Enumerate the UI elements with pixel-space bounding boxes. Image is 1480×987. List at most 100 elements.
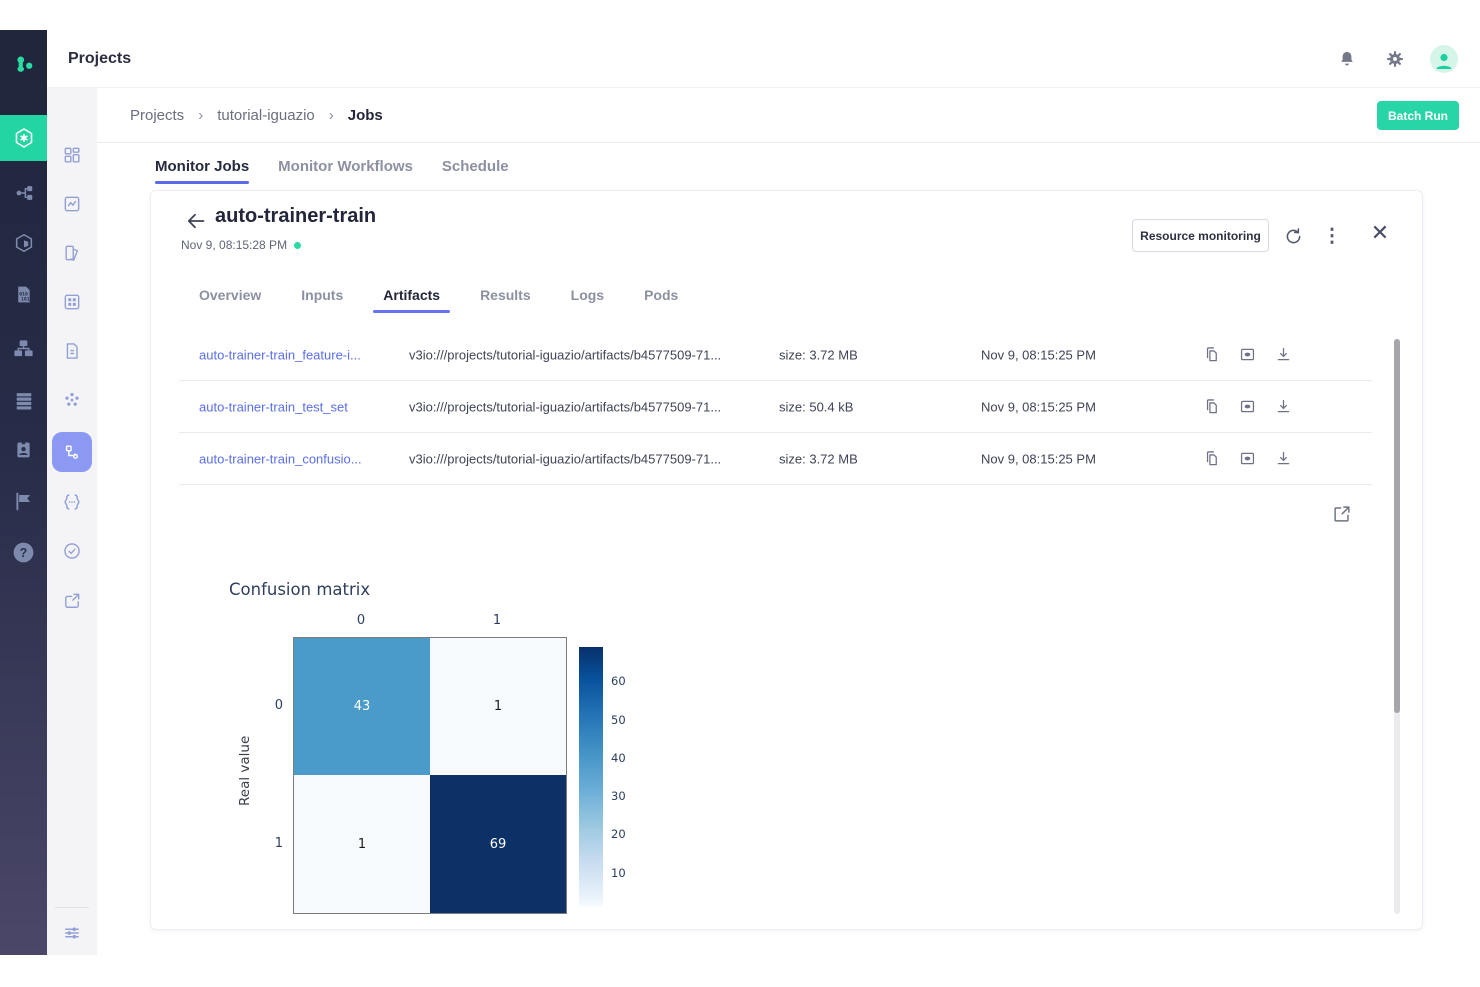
batch-run-button[interactable]: Batch Run xyxy=(1377,101,1459,130)
project-nav-ml-functions[interactable] xyxy=(52,380,92,420)
panel-scrollbar-thumb[interactable] xyxy=(1394,339,1400,713)
download-button[interactable] xyxy=(1271,447,1295,471)
y-axis-label: Real value xyxy=(237,735,253,807)
project-nav-feature-store[interactable] xyxy=(52,233,92,273)
sidebar-item-flags[interactable] xyxy=(0,478,47,524)
detail-tabs: Overview Inputs Artifacts Results Logs P… xyxy=(199,287,678,313)
preview-eye-icon xyxy=(1238,397,1257,416)
table-row: auto-trainer-train_confusio... v3io:///p… xyxy=(179,433,1372,485)
copy-icon xyxy=(1202,397,1221,416)
page-title: Projects xyxy=(68,49,132,67)
project-nav-real-time[interactable] xyxy=(52,531,92,571)
colorbar-tick: 10 xyxy=(611,866,626,880)
download-button[interactable] xyxy=(1271,343,1295,367)
sidebar-item-data[interactable]: 010 101 xyxy=(0,271,47,317)
hierarchy-icon xyxy=(13,182,35,204)
copy-path-button[interactable] xyxy=(1199,343,1223,367)
sidebar-item-servers[interactable] xyxy=(0,378,47,424)
colorbar-ticks: 60 50 40 30 20 10 xyxy=(611,647,641,907)
tab-inputs[interactable]: Inputs xyxy=(301,287,344,303)
artifacts-table: auto-trainer-train_feature-i... v3io:///… xyxy=(151,329,1424,485)
copy-path-button[interactable] xyxy=(1199,447,1223,471)
preview-eye-icon xyxy=(1238,345,1257,364)
back-button[interactable] xyxy=(184,208,210,234)
user-avatar[interactable] xyxy=(1430,44,1458,73)
sidebar-item-mlrun-active[interactable] xyxy=(0,115,47,161)
artifact-path: v3io:///projects/tutorial-iguazio/artifa… xyxy=(409,399,722,414)
artifact-path: v3io:///projects/tutorial-iguazio/artifa… xyxy=(409,347,722,362)
help-icon: ? xyxy=(11,540,36,565)
server-stack-icon xyxy=(13,390,35,412)
colorbar-tick: 20 xyxy=(611,827,626,841)
artifact-name-link[interactable]: auto-trainer-train_test_set xyxy=(199,399,348,414)
artifact-size: size: 3.72 MB xyxy=(779,347,858,362)
tab-pods[interactable]: Pods xyxy=(644,287,679,303)
sliders-icon xyxy=(62,923,82,943)
app-logo[interactable] xyxy=(0,38,47,90)
tab-overview[interactable]: Overview xyxy=(199,287,262,303)
project-nav-api-gateways[interactable] xyxy=(52,482,92,522)
y-tick: 0 xyxy=(274,698,283,713)
arrow-left-icon xyxy=(184,209,210,233)
project-nav-settings[interactable] xyxy=(52,913,92,953)
copy-path-button[interactable] xyxy=(1199,395,1223,419)
share-export-icon xyxy=(62,591,82,611)
preview-button[interactable] xyxy=(1235,343,1259,367)
tab-artifacts[interactable]: Artifacts xyxy=(373,287,450,313)
download-icon xyxy=(1274,449,1293,468)
svg-text:?: ? xyxy=(20,546,28,560)
x-tick: 0 xyxy=(356,613,366,628)
artifact-name-link[interactable]: auto-trainer-train_confusio... xyxy=(199,451,362,466)
project-nav-artifacts[interactable] xyxy=(52,331,92,371)
breadcrumb-projects[interactable]: Projects xyxy=(130,106,185,124)
tab-results[interactable]: Results xyxy=(480,287,531,303)
project-nav-jobs-active[interactable] xyxy=(52,432,92,472)
gear-icon xyxy=(1385,49,1405,69)
resource-monitoring-button[interactable]: Resource monitoring xyxy=(1132,219,1269,252)
preview-button[interactable] xyxy=(1235,447,1259,471)
expand-preview-button[interactable] xyxy=(1331,503,1353,525)
artifact-name-link[interactable]: auto-trainer-train_feature-i... xyxy=(199,347,361,362)
chevron-right-icon: › xyxy=(198,106,204,124)
tab-schedule[interactable]: Schedule xyxy=(441,158,509,175)
more-actions-button[interactable]: ⋮ xyxy=(1319,223,1345,249)
project-nav-overview[interactable] xyxy=(52,135,92,175)
sidebar-item-help[interactable]: ? xyxy=(0,529,47,575)
preview-button[interactable] xyxy=(1235,395,1259,419)
id-badge-icon xyxy=(13,439,34,460)
package-hexagon-icon xyxy=(13,232,35,254)
tab-monitor-workflows[interactable]: Monitor Workflows xyxy=(278,158,413,175)
sidebar-item-projects-tree[interactable] xyxy=(0,170,47,216)
sidebar-item-services[interactable] xyxy=(0,220,47,266)
hexagon-star-icon xyxy=(12,126,36,150)
tab-monitor-jobs[interactable]: Monitor Jobs xyxy=(155,158,250,184)
colorbar-tick: 30 xyxy=(611,789,626,803)
iguazio-logo-icon xyxy=(11,51,37,77)
notifications-button[interactable] xyxy=(1334,46,1360,72)
chart-title: Confusion matrix xyxy=(229,580,371,599)
x-tick: 1 xyxy=(492,613,502,628)
cluster-network-icon xyxy=(12,337,35,360)
sidebar-item-clusters[interactable] xyxy=(0,325,47,371)
sidebar-item-identity[interactable] xyxy=(0,426,47,472)
heatmap-cell: 1 xyxy=(430,638,566,775)
tab-logs[interactable]: Logs xyxy=(570,287,605,303)
table-row: auto-trainer-train_feature-i... v3io:///… xyxy=(179,329,1372,381)
project-nav-models[interactable] xyxy=(52,184,92,224)
binary-file-icon: 010 101 xyxy=(13,284,34,305)
artifact-updated: Nov 9, 08:15:25 PM xyxy=(981,451,1096,466)
panel-scrollbar-track[interactable] xyxy=(1394,339,1400,914)
download-button[interactable] xyxy=(1271,395,1295,419)
settings-button[interactable] xyxy=(1382,46,1408,72)
table-grid-icon xyxy=(62,292,82,312)
status-dot xyxy=(294,241,302,249)
project-nav-datasets[interactable] xyxy=(52,282,92,322)
close-panel-button[interactable]: ✕ xyxy=(1367,220,1393,246)
document-icon xyxy=(62,341,82,361)
job-timestamp-text: Nov 9, 08:15:28 PM xyxy=(181,238,288,252)
project-nav-monitoring-app[interactable] xyxy=(52,581,92,621)
open-in-new-icon xyxy=(1331,503,1353,525)
breadcrumb-project-name[interactable]: tutorial-iguazio xyxy=(217,106,315,124)
refresh-button[interactable] xyxy=(1280,223,1306,249)
breadcrumb-current: Jobs xyxy=(347,106,383,124)
